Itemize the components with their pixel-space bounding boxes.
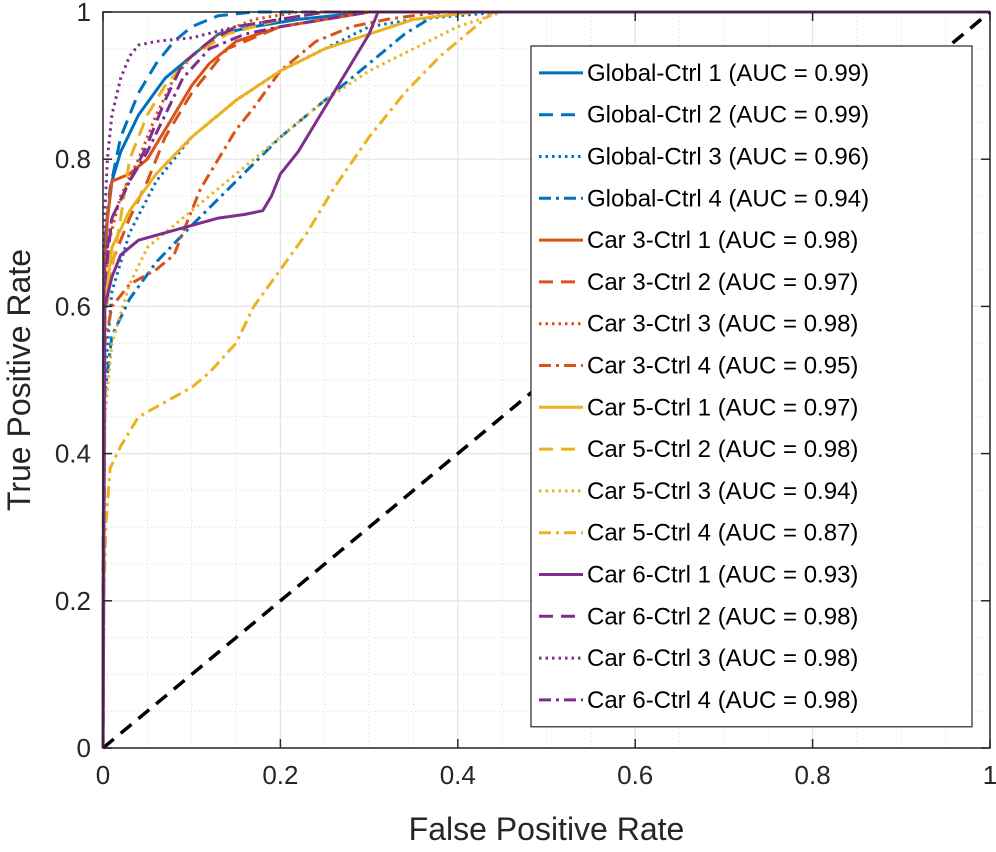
y-axis-title: True Positive Rate — [1, 249, 37, 511]
legend-label: Car 5-Ctrl 1 (AUC = 0.97) — [587, 394, 858, 421]
y-tick-label: 1 — [77, 0, 91, 27]
x-tick-label: 0.2 — [262, 760, 298, 790]
legend-label: Car 3-Ctrl 4 (AUC = 0.95) — [587, 353, 858, 380]
roc-curve-9 — [101, 10, 990, 749]
x-tick-label: 0.8 — [795, 760, 831, 790]
y-tick-label: 0.2 — [55, 586, 91, 616]
roc-curve-4 — [101, 10, 990, 749]
y-tick-label: 0.4 — [55, 439, 91, 469]
legend-label: Car 3-Ctrl 3 (AUC = 0.98) — [587, 311, 858, 338]
legend-label: Global-Ctrl 2 (AUC = 0.99) — [587, 102, 869, 129]
legend-label: Car 3-Ctrl 1 (AUC = 0.98) — [587, 227, 858, 254]
y-tick-label: 0.6 — [55, 291, 91, 321]
x-tick-label: 0.6 — [617, 760, 653, 790]
legend-label: Car 5-Ctrl 2 (AUC = 0.98) — [587, 436, 858, 463]
roc-curve-13 — [101, 10, 990, 749]
legend-label: Car 6-Ctrl 2 (AUC = 0.98) — [587, 603, 858, 630]
legend-label: Car 6-Ctrl 3 (AUC = 0.98) — [587, 645, 858, 672]
legend-label: Car 5-Ctrl 4 (AUC = 0.87) — [587, 520, 858, 547]
y-tick-label: 0 — [77, 733, 91, 763]
x-tick-label: 1 — [983, 760, 996, 790]
x-axis-title: False Positive Rate — [409, 811, 685, 847]
series-layer — [101, 10, 990, 749]
legend-label: Global-Ctrl 4 (AUC = 0.94) — [587, 185, 869, 212]
roc-curve-8 — [101, 10, 990, 749]
y-tick-label: 0.8 — [55, 144, 91, 174]
plot-frame — [102, 11, 991, 749]
legend-label: Car 3-Ctrl 2 (AUC = 0.97) — [587, 269, 858, 296]
legend-box — [530, 45, 973, 728]
legend-label: Car 6-Ctrl 1 (AUC = 0.93) — [587, 562, 858, 589]
legend: Global-Ctrl 1 (AUC = 0.99) Global-Ctrl 2 … — [530, 45, 973, 728]
roc-curve-16 — [101, 10, 990, 749]
axis-ticks: 0 0.2 0.4 0.6 0.8 1 0 0.2 0.4 0.6 0.8 1 — [55, 0, 996, 790]
legend-label: Car 6-Ctrl 4 (AUC = 0.98) — [587, 687, 858, 714]
roc-curve-2 — [101, 10, 990, 749]
x-tick-label: 0 — [96, 760, 110, 790]
roc-curve-12 — [101, 10, 990, 749]
legend-label: Global-Ctrl 3 (AUC = 0.96) — [587, 144, 869, 171]
legend-label: Car 5-Ctrl 3 (AUC = 0.94) — [587, 478, 858, 505]
x-tick-label: 0.4 — [440, 760, 476, 790]
legend-label: Global-Ctrl 1 (AUC = 0.99) — [587, 60, 869, 87]
